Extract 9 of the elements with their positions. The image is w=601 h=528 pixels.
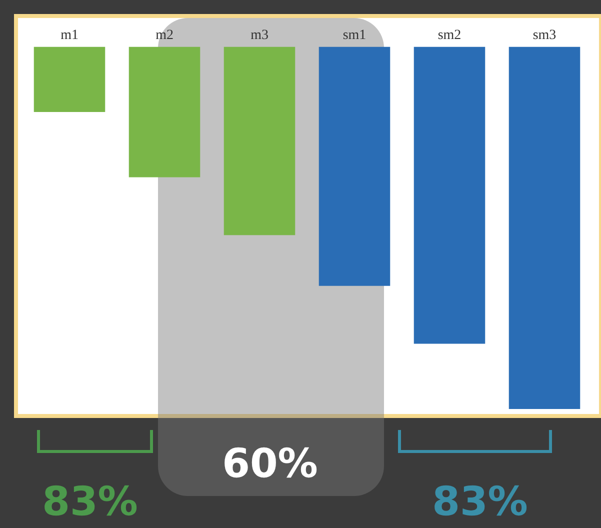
x-tick-label: sm3 [532, 28, 556, 44]
text: 83% [431, 478, 529, 526]
text: 83% [41, 478, 139, 526]
x-tick-label: sm1 [342, 28, 366, 44]
x-tick-label: m3 [250, 28, 268, 44]
x-tick-label: sm2 [438, 28, 462, 44]
x-tick-label: m1 [60, 28, 78, 44]
x-tick-label: m2 [156, 28, 174, 44]
text: 60% [221, 440, 319, 488]
